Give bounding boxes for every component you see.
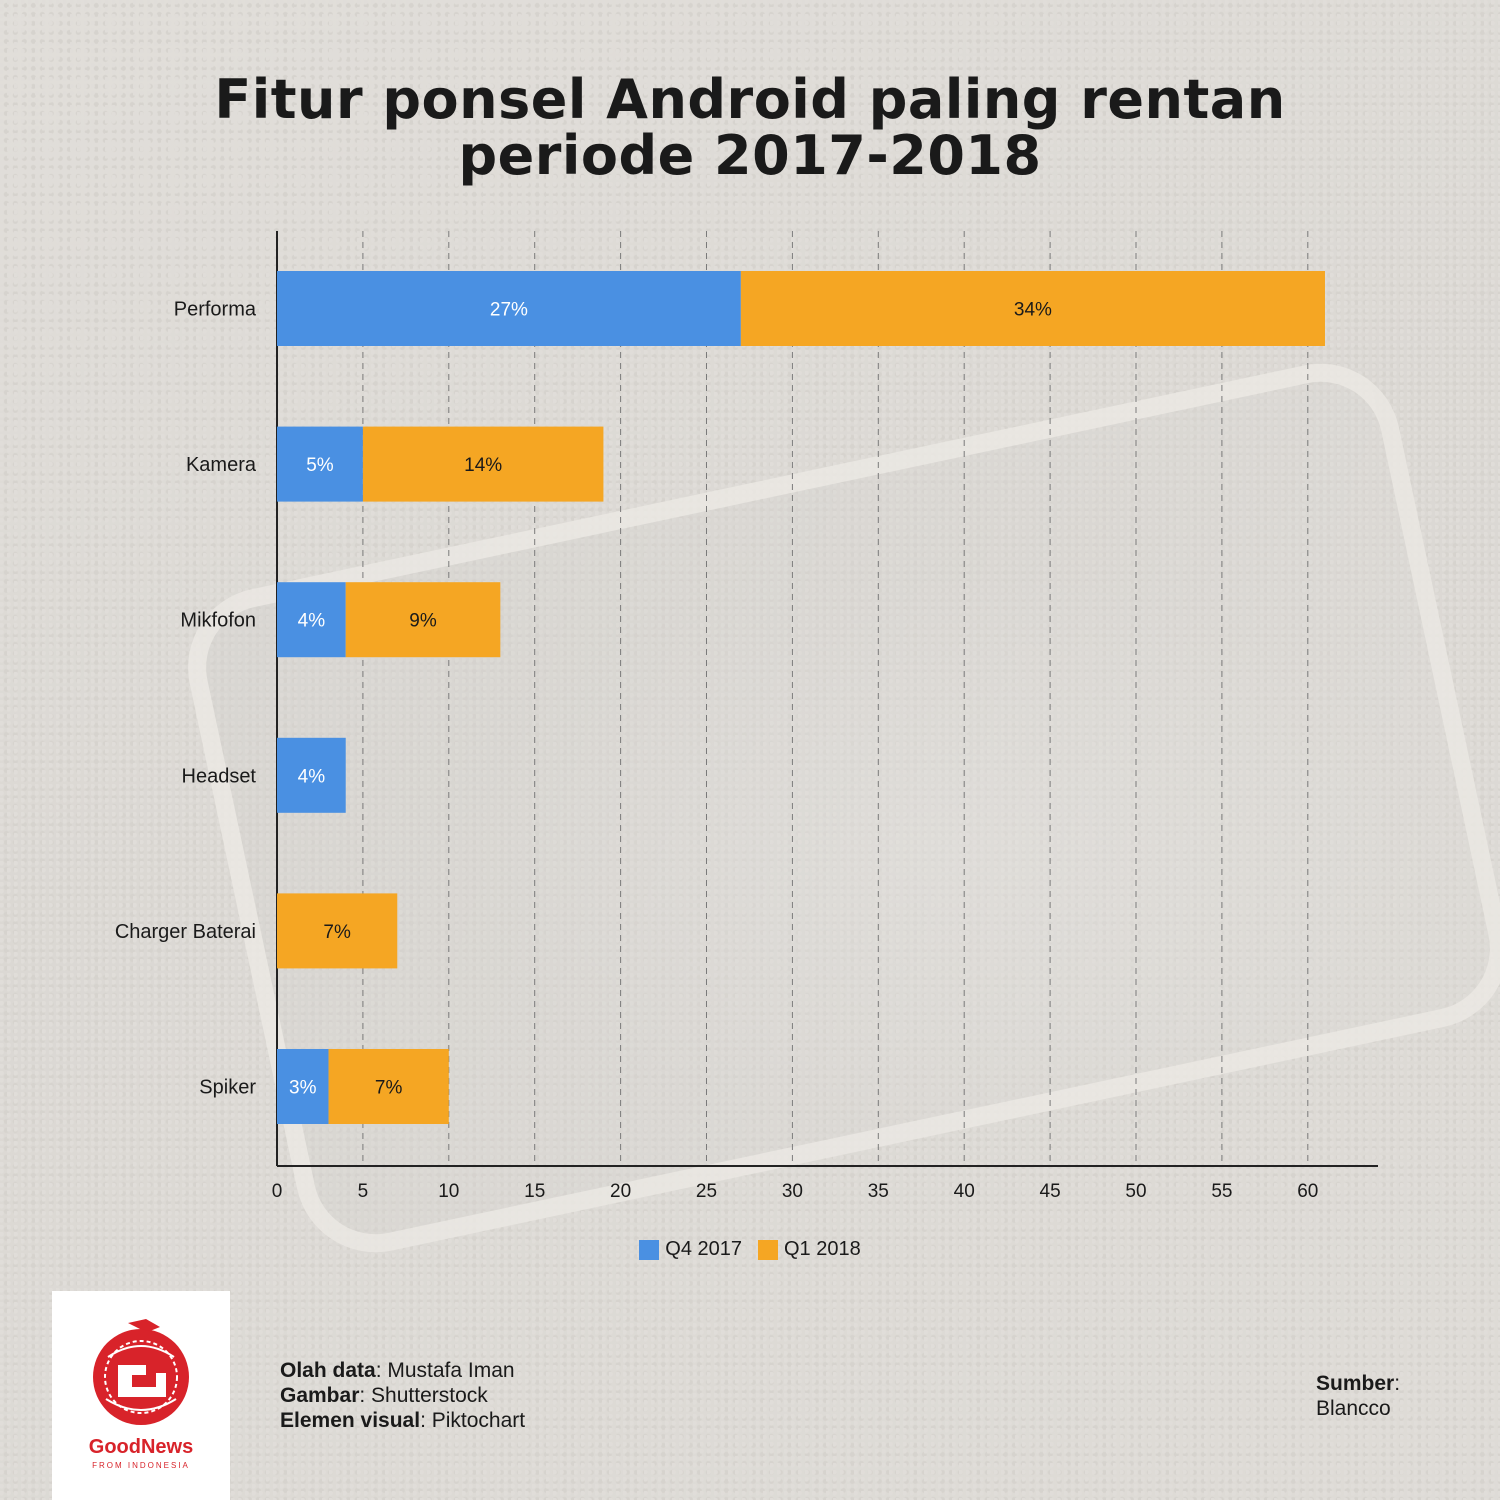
category-label: Performa (174, 299, 257, 321)
credits: Olah data: Mustafa Iman Gambar: Shutters… (280, 1358, 525, 1433)
source-key: Sumber (1316, 1372, 1395, 1395)
x-tick-label: 40 (954, 1181, 975, 1202)
credit-elemen-visual: Elemen visual: Piktochart (280, 1408, 525, 1433)
bar-value-label: 9% (409, 611, 437, 632)
bar-q4-2017 (277, 271, 741, 346)
credit-value: : Mustafa Iman (375, 1359, 515, 1382)
category-label: Spiker (199, 1077, 256, 1099)
bar-value-label: 4% (298, 611, 326, 632)
x-tick-label: 20 (610, 1181, 631, 1202)
legend-label-q1: Q1 2018 (784, 1238, 861, 1260)
goodnews-logo: GoodNews FROM INDONESIA (52, 1291, 230, 1500)
source-colon: : (1394, 1372, 1401, 1395)
x-tick-label: 10 (438, 1181, 459, 1202)
bar-q1-2018 (362, 426, 604, 502)
logo-tagline: FROM INDONESIA (92, 1461, 190, 1470)
logo-name: GoodNews (88, 1436, 194, 1458)
legend-item-q4: Q4 2017 (639, 1238, 742, 1261)
credit-key: Gambar (280, 1384, 360, 1407)
bar-value-label: 34% (1014, 300, 1052, 321)
x-tick-label: 55 (1211, 1181, 1232, 1202)
bar-value-label: 4% (298, 766, 326, 787)
source-value: Blancco (1316, 1397, 1391, 1420)
bar-value-label: 7% (323, 922, 351, 943)
credit-key: Elemen visual (280, 1409, 421, 1432)
bar-q4-2017 (277, 1049, 329, 1124)
credit-gambar: Gambar: Shutterstock (280, 1383, 525, 1408)
bar-q1-2018 (345, 582, 501, 658)
bar-q4-2017 (277, 426, 363, 502)
bar-value-label: 14% (464, 455, 502, 476)
x-tick-label: 15 (524, 1181, 545, 1202)
bar-q1-2018 (328, 1049, 449, 1124)
chart-legend: Q4 2017 Q1 2018 (0, 1238, 1500, 1261)
stacked-bar-chart: 0 5 10 15 20 25 30 35 40 45 50 55 60 Performa 27% 34% Ka… (115, 231, 1378, 1202)
credit-value: : Shutterstock (359, 1384, 488, 1407)
legend-swatch-q4 (639, 1239, 660, 1260)
bar-value-label: 5% (306, 455, 334, 476)
source-heading: Sumber: (1316, 1371, 1400, 1396)
x-tick-label: 25 (696, 1181, 717, 1202)
x-tick-label: 45 (1040, 1181, 1061, 1202)
category-label: Kamera (186, 454, 257, 476)
category-label: Mikfofon (180, 610, 256, 632)
credit-key: Olah data (280, 1359, 376, 1382)
bar-value-label: 3% (289, 1078, 317, 1099)
bar-q4-2017 (277, 737, 346, 813)
chart-title-line-2: periode 2017-2018 (458, 124, 1042, 187)
x-tick-label: 5 (358, 1181, 369, 1202)
x-tick-label: 60 (1297, 1181, 1318, 1202)
chart-title-line-1: Fitur ponsel Android paling rentan (214, 68, 1286, 131)
legend-swatch-q1 (758, 1239, 778, 1260)
category-label: Headset (182, 765, 257, 787)
bar-q1-2018 (740, 271, 1325, 346)
bar-value-label: 27% (490, 300, 528, 321)
x-tick-label: 0 (272, 1181, 283, 1202)
category-label: Charger Baterai (115, 921, 256, 943)
bar-q1-2018 (277, 893, 398, 969)
legend-label-q4: Q4 2017 (665, 1238, 742, 1260)
chart-title: Fitur ponsel Android paling rentan perio… (0, 72, 1500, 184)
bar-value-label: 7% (375, 1078, 403, 1099)
garuda-logo-icon (93, 1319, 189, 1425)
source: Sumber: Blancco (1316, 1371, 1400, 1421)
legend-item-q1: Q1 2018 (758, 1238, 861, 1261)
credit-olah-data: Olah data: Mustafa Iman (280, 1358, 525, 1383)
x-tick-label: 30 (782, 1181, 803, 1202)
x-tick-label: 35 (868, 1181, 889, 1202)
bar-q4-2017 (277, 582, 346, 658)
x-tick-label: 50 (1125, 1181, 1146, 1202)
credit-value: : Piktochart (420, 1409, 526, 1432)
